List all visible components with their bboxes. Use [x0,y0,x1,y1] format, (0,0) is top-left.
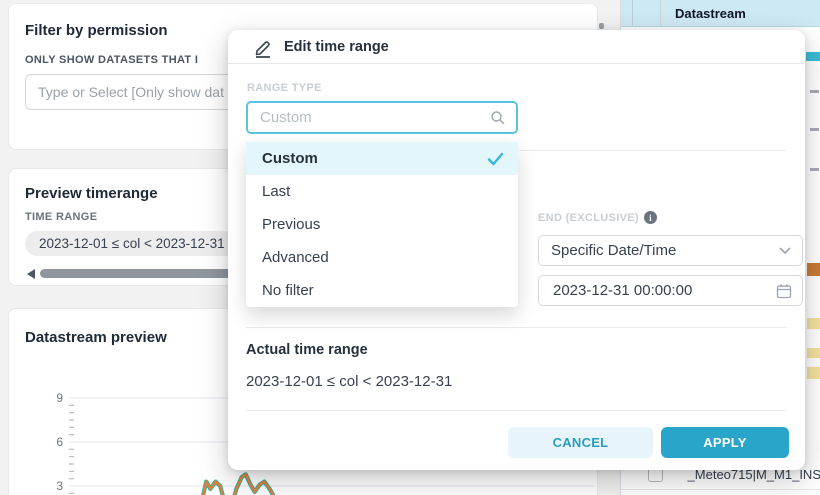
dropdown-option-label: Advanced [262,249,329,266]
checkmark-icon [487,152,504,165]
sidebar-fragment-text [810,90,819,93]
edit-time-range-dialog: Edit time range RANGE TYPE Custom Last Pre… [228,30,805,470]
end-datetime-input[interactable]: 2023-12-31 00:00:00 [538,275,803,306]
end-exclusive-label-row: END (EXCLUSIVE) i [538,211,657,224]
scrollbar-left-arrow-icon[interactable] [27,269,35,279]
svg-text:9: 9 [56,391,63,405]
chevron-down-icon [779,247,791,255]
time-range-pill: 2023-12-01 ≤ col < 2023-12-31 [25,231,239,256]
dialog-title: Edit time range [284,39,389,55]
sidebar-fragment-teal [806,52,820,61]
divider [246,327,787,328]
datastream-name: _Meteo715|M_M1_INS [687,467,820,482]
filter-card-sublabel: ONLY SHOW DATASETS THAT I [25,54,199,66]
search-icon [491,110,505,124]
svg-text:6: 6 [56,435,63,449]
preview-card-title: Preview timerange [25,185,158,202]
table-row[interactable]: _Meteo715|M_M1_INS [621,460,820,490]
dropdown-option-label: Custom [262,150,318,167]
range-type-label: RANGE TYPE [247,82,322,94]
end-datetime-value: 2023-12-31 00:00:00 [553,282,693,299]
header-gutter-cell [621,0,633,26]
range-type-search-input[interactable] [248,109,490,126]
end-exclusive-label: END (EXCLUSIVE) [538,211,639,224]
dropdown-option-custom[interactable]: Custom [246,142,518,175]
datastream-card-title: Datastream preview [25,329,167,346]
sidebar-fragment-yellow [807,318,820,329]
divider [246,410,787,411]
pencil-edit-icon [255,41,270,58]
sidebar-fragment-text [810,168,819,171]
dropdown-option-previous[interactable]: Previous [246,208,518,241]
end-mode-value: Specific Date/Time [551,242,677,259]
end-mode-select[interactable]: Specific Date/Time [538,235,803,266]
calendar-icon[interactable] [776,283,792,299]
sidebar-fragment-text [810,128,819,131]
series-teal [201,472,276,495]
dialog-header: Edit time range [228,30,805,64]
filter-card-title: Filter by permission [25,22,168,39]
dropdown-option-last[interactable]: Last [246,175,518,208]
vertical-scroll-dot[interactable] [599,23,604,29]
series-orange [202,473,275,495]
dropdown-option-label: No filter [262,282,314,299]
divider [520,150,787,151]
datastream-column-header: Datastream [675,5,746,21]
actual-time-range-value: 2023-12-01 ≤ col < 2023-12-31 [246,373,453,390]
datastream-table-header: Datastream [621,0,820,27]
range-type-combobox[interactable] [246,101,518,134]
dropdown-option-label: Last [262,183,291,200]
info-icon[interactable]: i [643,211,657,224]
range-type-dropdown: Custom Last Previous Advanced No filter [246,142,518,307]
apply-button[interactable]: APPLY [661,427,789,458]
actual-time-range-title: Actual time range [246,342,368,358]
table-row[interactable] [621,491,820,495]
sidebar-fragment-orange [807,263,820,276]
cancel-button[interactable]: CANCEL [508,427,653,458]
dropdown-option-advanced[interactable]: Advanced [246,241,518,274]
header-checkbox-cell [633,0,661,26]
svg-text:3: 3 [56,479,63,493]
time-range-label: TIME RANGE [25,211,98,223]
dropdown-option-no-filter[interactable]: No filter [246,274,518,307]
sidebar-fragment-yellow [807,348,820,358]
dropdown-option-label: Previous [262,216,321,233]
sidebar-fragment-yellow [807,367,820,379]
